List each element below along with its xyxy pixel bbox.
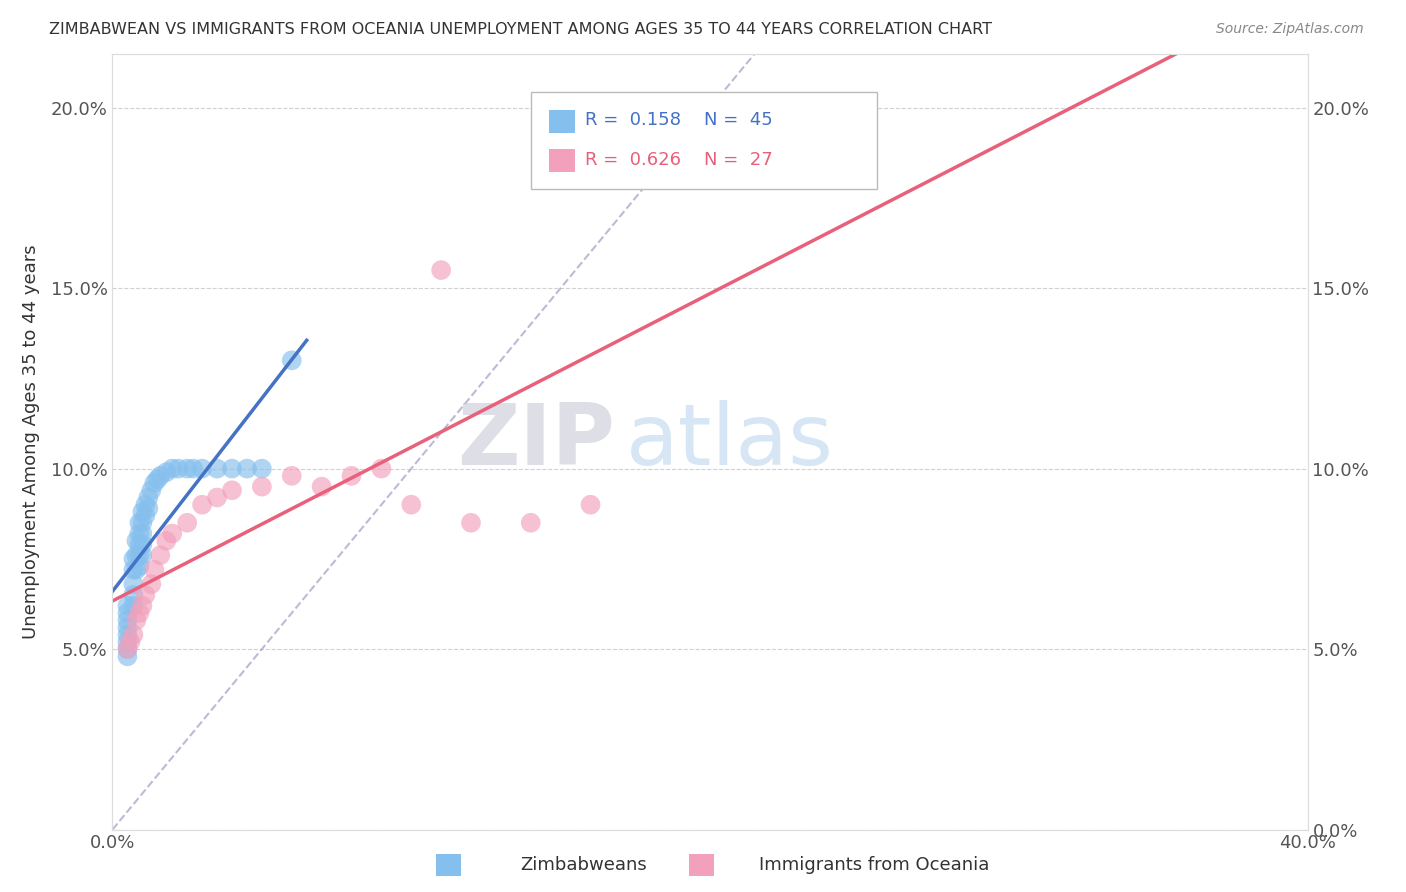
Point	[699, 119, 721, 133]
Point	[401, 498, 423, 512]
Point	[131, 537, 153, 551]
Text: ZIP: ZIP	[457, 400, 614, 483]
Point	[128, 526, 150, 541]
Point	[117, 642, 139, 657]
FancyBboxPatch shape	[531, 93, 877, 189]
Point	[141, 483, 163, 498]
Point	[122, 563, 145, 577]
Point	[134, 588, 156, 602]
Point	[122, 599, 145, 613]
Point	[117, 649, 139, 664]
Point	[143, 563, 166, 577]
Point	[125, 613, 148, 627]
Point	[117, 599, 139, 613]
Point	[221, 461, 243, 475]
Point	[141, 577, 163, 591]
Point	[125, 563, 148, 577]
Point	[146, 472, 169, 486]
Text: ZIMBABWEAN VS IMMIGRANTS FROM OCEANIA UNEMPLOYMENT AMONG AGES 35 TO 44 YEARS COR: ZIMBABWEAN VS IMMIGRANTS FROM OCEANIA UN…	[49, 22, 993, 37]
Point	[149, 548, 172, 562]
Point	[128, 559, 150, 574]
Point	[167, 461, 190, 475]
Point	[122, 577, 145, 591]
Bar	[689, 854, 714, 876]
Point	[134, 508, 156, 523]
Point	[131, 548, 153, 562]
Point	[430, 263, 453, 277]
Bar	[548, 149, 575, 172]
Point	[579, 498, 602, 512]
Point	[370, 461, 392, 475]
Y-axis label: Unemployment Among Ages 35 to 44 years: Unemployment Among Ages 35 to 44 years	[21, 244, 39, 639]
Point	[181, 461, 204, 475]
Point	[138, 491, 160, 505]
Point	[131, 516, 153, 530]
Point	[191, 461, 214, 475]
Point	[236, 461, 259, 475]
Point	[205, 461, 228, 475]
Point	[205, 491, 228, 505]
Point	[520, 516, 543, 530]
Point	[221, 483, 243, 498]
Point	[128, 537, 150, 551]
Point	[155, 465, 177, 479]
Point	[117, 613, 139, 627]
Point	[162, 461, 183, 475]
Point	[131, 599, 153, 613]
Point	[117, 627, 139, 641]
Text: Zimbabweans: Zimbabweans	[520, 855, 647, 873]
Point	[125, 548, 148, 562]
Text: atlas: atlas	[627, 400, 834, 483]
Point	[125, 533, 148, 548]
Point	[128, 548, 150, 562]
Point	[138, 501, 160, 516]
Point	[122, 588, 145, 602]
Text: R =  0.626    N =  27: R = 0.626 N = 27	[585, 151, 772, 169]
Point	[117, 606, 139, 620]
Point	[191, 498, 214, 512]
Point	[117, 642, 139, 657]
Text: Immigrants from Oceania: Immigrants from Oceania	[759, 855, 990, 873]
Point	[311, 480, 333, 494]
Point	[122, 627, 145, 641]
Point	[117, 620, 139, 634]
Text: R =  0.158    N =  45: R = 0.158 N = 45	[585, 112, 772, 129]
Point	[128, 516, 150, 530]
Point	[162, 526, 183, 541]
Point	[281, 468, 304, 483]
Point	[340, 468, 363, 483]
Point	[122, 552, 145, 566]
Point	[143, 476, 166, 491]
Point	[149, 468, 172, 483]
Point	[120, 635, 142, 649]
Point	[176, 516, 198, 530]
Point	[250, 461, 273, 475]
Point	[176, 461, 198, 475]
Point	[117, 635, 139, 649]
Point	[155, 533, 177, 548]
Bar	[436, 854, 461, 876]
Point	[250, 480, 273, 494]
Point	[128, 606, 150, 620]
Point	[131, 526, 153, 541]
Point	[134, 498, 156, 512]
Point	[131, 505, 153, 519]
Text: Source: ZipAtlas.com: Source: ZipAtlas.com	[1216, 22, 1364, 37]
Point	[460, 516, 482, 530]
Point	[281, 353, 304, 368]
Bar	[548, 111, 575, 134]
